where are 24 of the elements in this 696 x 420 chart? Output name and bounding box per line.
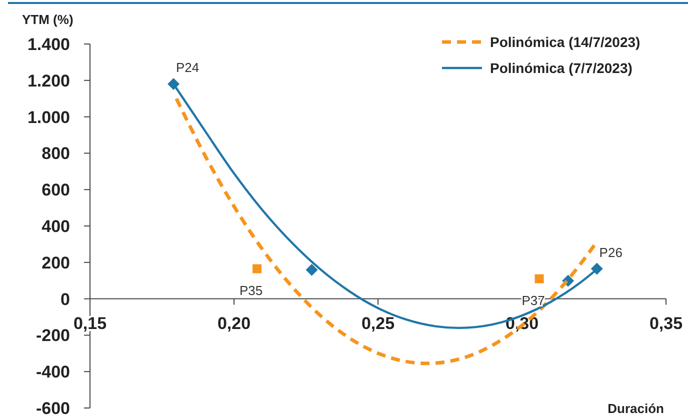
x-tick-label: 0,20 xyxy=(217,314,251,333)
y-tick-label: 200 xyxy=(42,253,70,272)
point xyxy=(534,274,544,284)
legend-label: Polinómica (14/7/2023) xyxy=(490,34,640,50)
y-tick-label: -200 xyxy=(36,326,70,346)
annotation: P26 xyxy=(599,244,622,260)
y-tick-label: 1.000 xyxy=(27,108,70,127)
y-tick-label: 600 xyxy=(42,180,70,200)
y-tick-label: 400 xyxy=(42,217,70,236)
annotation: P24 xyxy=(176,60,200,76)
y-tick-label: 800 xyxy=(42,144,70,164)
point xyxy=(306,264,318,276)
x-tick-label: 0,35 xyxy=(649,314,683,333)
legend-label: Polinómica (7/7/2023) xyxy=(490,60,632,76)
y-axis-title: YTM (%) xyxy=(22,12,74,27)
y-tick-label: 0 xyxy=(60,290,70,309)
annotation: P35 xyxy=(239,282,263,298)
x-tick-label: 0,25 xyxy=(361,314,395,333)
y-tick-label: 1.200 xyxy=(27,71,70,90)
x-axis-title: Duración xyxy=(608,401,664,416)
point xyxy=(252,264,262,274)
y-tick-label: 1.400 xyxy=(27,35,70,54)
y-tick-label: -400 xyxy=(36,362,70,382)
y-tick-label: -600 xyxy=(36,399,70,418)
